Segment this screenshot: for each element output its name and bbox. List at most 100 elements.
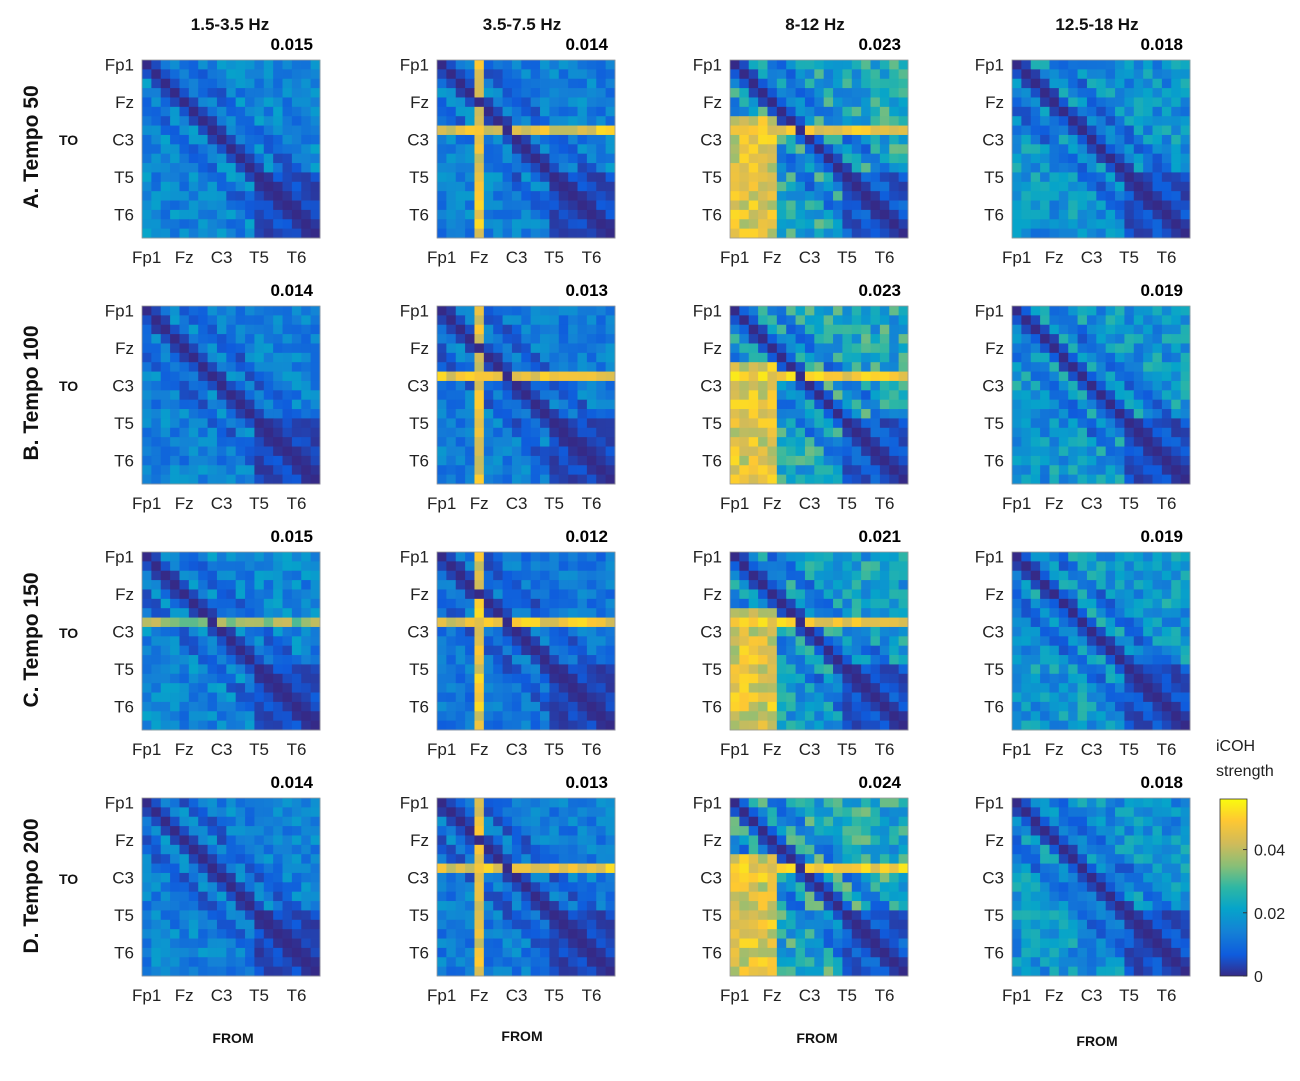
- heatmap-cell: [446, 872, 457, 883]
- heatmap-cell: [483, 919, 494, 930]
- heatmap-cell: [540, 854, 550, 864]
- heatmap-cell: [1068, 371, 1078, 382]
- heatmap-cell: [160, 854, 171, 864]
- heatmap-cell: [310, 209, 321, 220]
- heatmap-cell: [151, 552, 162, 562]
- heatmap-cell: [216, 919, 227, 930]
- heatmap-cell: [558, 636, 569, 647]
- heatmap-cell: [207, 446, 218, 457]
- heatmap-cell: [437, 427, 447, 438]
- heatmap-cell: [273, 947, 283, 958]
- heatmap-cell: [605, 97, 616, 108]
- heatmap-cell: [823, 380, 834, 391]
- heatmap-cell: [179, 219, 190, 230]
- heatmap-cell: [1077, 455, 1088, 466]
- heatmap-cell: [1012, 78, 1022, 89]
- heatmap-cell: [758, 446, 768, 457]
- heatmap-cell: [1049, 324, 1060, 335]
- heatmap-cell: [748, 655, 759, 665]
- heatmap-cell: [1086, 97, 1097, 108]
- heatmap-cell: [540, 589, 550, 600]
- heatmap-cell: [142, 409, 152, 419]
- heatmap-cell: [767, 390, 778, 401]
- heatmap-cell: [568, 465, 578, 476]
- heatmap-cell: [198, 219, 208, 230]
- heatmap-cell: [160, 343, 171, 354]
- heatmap-cell: [879, 125, 890, 136]
- heatmap-cell: [1096, 69, 1107, 80]
- heatmap-cell: [596, 608, 607, 618]
- heatmap-cell: [188, 371, 199, 382]
- heatmap-cell: [142, 570, 152, 581]
- heatmap-cell: [851, 701, 862, 712]
- heatmap-cell: [823, 465, 834, 476]
- heatmap-cell: [1124, 617, 1135, 628]
- heatmap-cell: [493, 835, 503, 846]
- heatmap-cell: [291, 957, 302, 968]
- heatmap-cell: [502, 78, 513, 89]
- heatmap-cell: [577, 409, 588, 419]
- heatmap-cell: [282, 315, 293, 326]
- heatmap-cell: [282, 390, 293, 401]
- heatmap-cell: [730, 608, 740, 618]
- heatmap-cell: [310, 882, 321, 893]
- heatmap-cell: [1077, 390, 1088, 401]
- heatmap-cell: [465, 455, 475, 466]
- heatmap-cell: [1086, 446, 1097, 457]
- heatmap-cell: [577, 608, 588, 618]
- heatmap-cell: [814, 390, 825, 401]
- heatmap-cell: [776, 598, 787, 609]
- heatmap-cell: [1086, 455, 1097, 466]
- heatmap-cell: [170, 798, 180, 808]
- heatmap-cell: [730, 380, 740, 391]
- heatmap-cell: [540, 352, 550, 363]
- heatmap-cell: [151, 209, 162, 220]
- heatmap-cell: [160, 872, 171, 883]
- heatmap-cell: [842, 362, 853, 372]
- heatmap-cell: [455, 125, 466, 136]
- heatmap-cell: [767, 191, 778, 201]
- heatmap-cell: [586, 390, 597, 401]
- heatmap-cell: [1171, 163, 1182, 173]
- heatmap-cell: [263, 455, 274, 466]
- heatmap-cell: [842, 163, 853, 173]
- heatmap-cell: [748, 399, 759, 410]
- heatmap-cell: [502, 399, 513, 410]
- heatmap-cell: [282, 455, 293, 466]
- heatmap-cell: [263, 552, 274, 562]
- heatmap-cell: [235, 598, 246, 609]
- heatmap-cell: [170, 144, 180, 155]
- heatmap-cell: [493, 626, 503, 637]
- heatmap-cell: [1096, 465, 1107, 476]
- heatmap-cell: [245, 153, 255, 164]
- heatmap-cell: [1115, 78, 1125, 89]
- heatmap-cell: [188, 306, 199, 316]
- heatmap-cell: [301, 552, 312, 562]
- heatmap-cell: [1133, 720, 1144, 731]
- heatmap-cell: [226, 455, 237, 466]
- heatmap-cell: [1180, 474, 1191, 485]
- heatmap-cell: [879, 437, 890, 447]
- heatmap-cell: [549, 200, 560, 211]
- heatmap-cell: [1152, 701, 1163, 712]
- heatmap-cell: [301, 334, 312, 344]
- heatmap-cell: [273, 116, 283, 126]
- heatmap-cell: [758, 626, 768, 637]
- heatmap-cell: [446, 343, 457, 354]
- heatmap-cell: [160, 701, 171, 712]
- heatmap-cell: [474, 882, 485, 893]
- heatmap-cell: [521, 409, 532, 419]
- heatmap-cell: [1133, 228, 1144, 239]
- heatmap-cell: [1152, 580, 1163, 590]
- heatmap-cell: [889, 636, 900, 647]
- heatmap-cell: [273, 608, 283, 618]
- heatmap-cell: [179, 891, 190, 902]
- heatmap-cell: [455, 807, 466, 818]
- heatmap-cell: [273, 683, 283, 693]
- heatmap-cell: [889, 315, 900, 326]
- heatmap-cell: [502, 191, 513, 201]
- heatmap-cell: [540, 863, 550, 874]
- heatmap-cell: [160, 134, 171, 145]
- heatmap-cell: [767, 465, 778, 476]
- heatmap-cell: [558, 228, 569, 239]
